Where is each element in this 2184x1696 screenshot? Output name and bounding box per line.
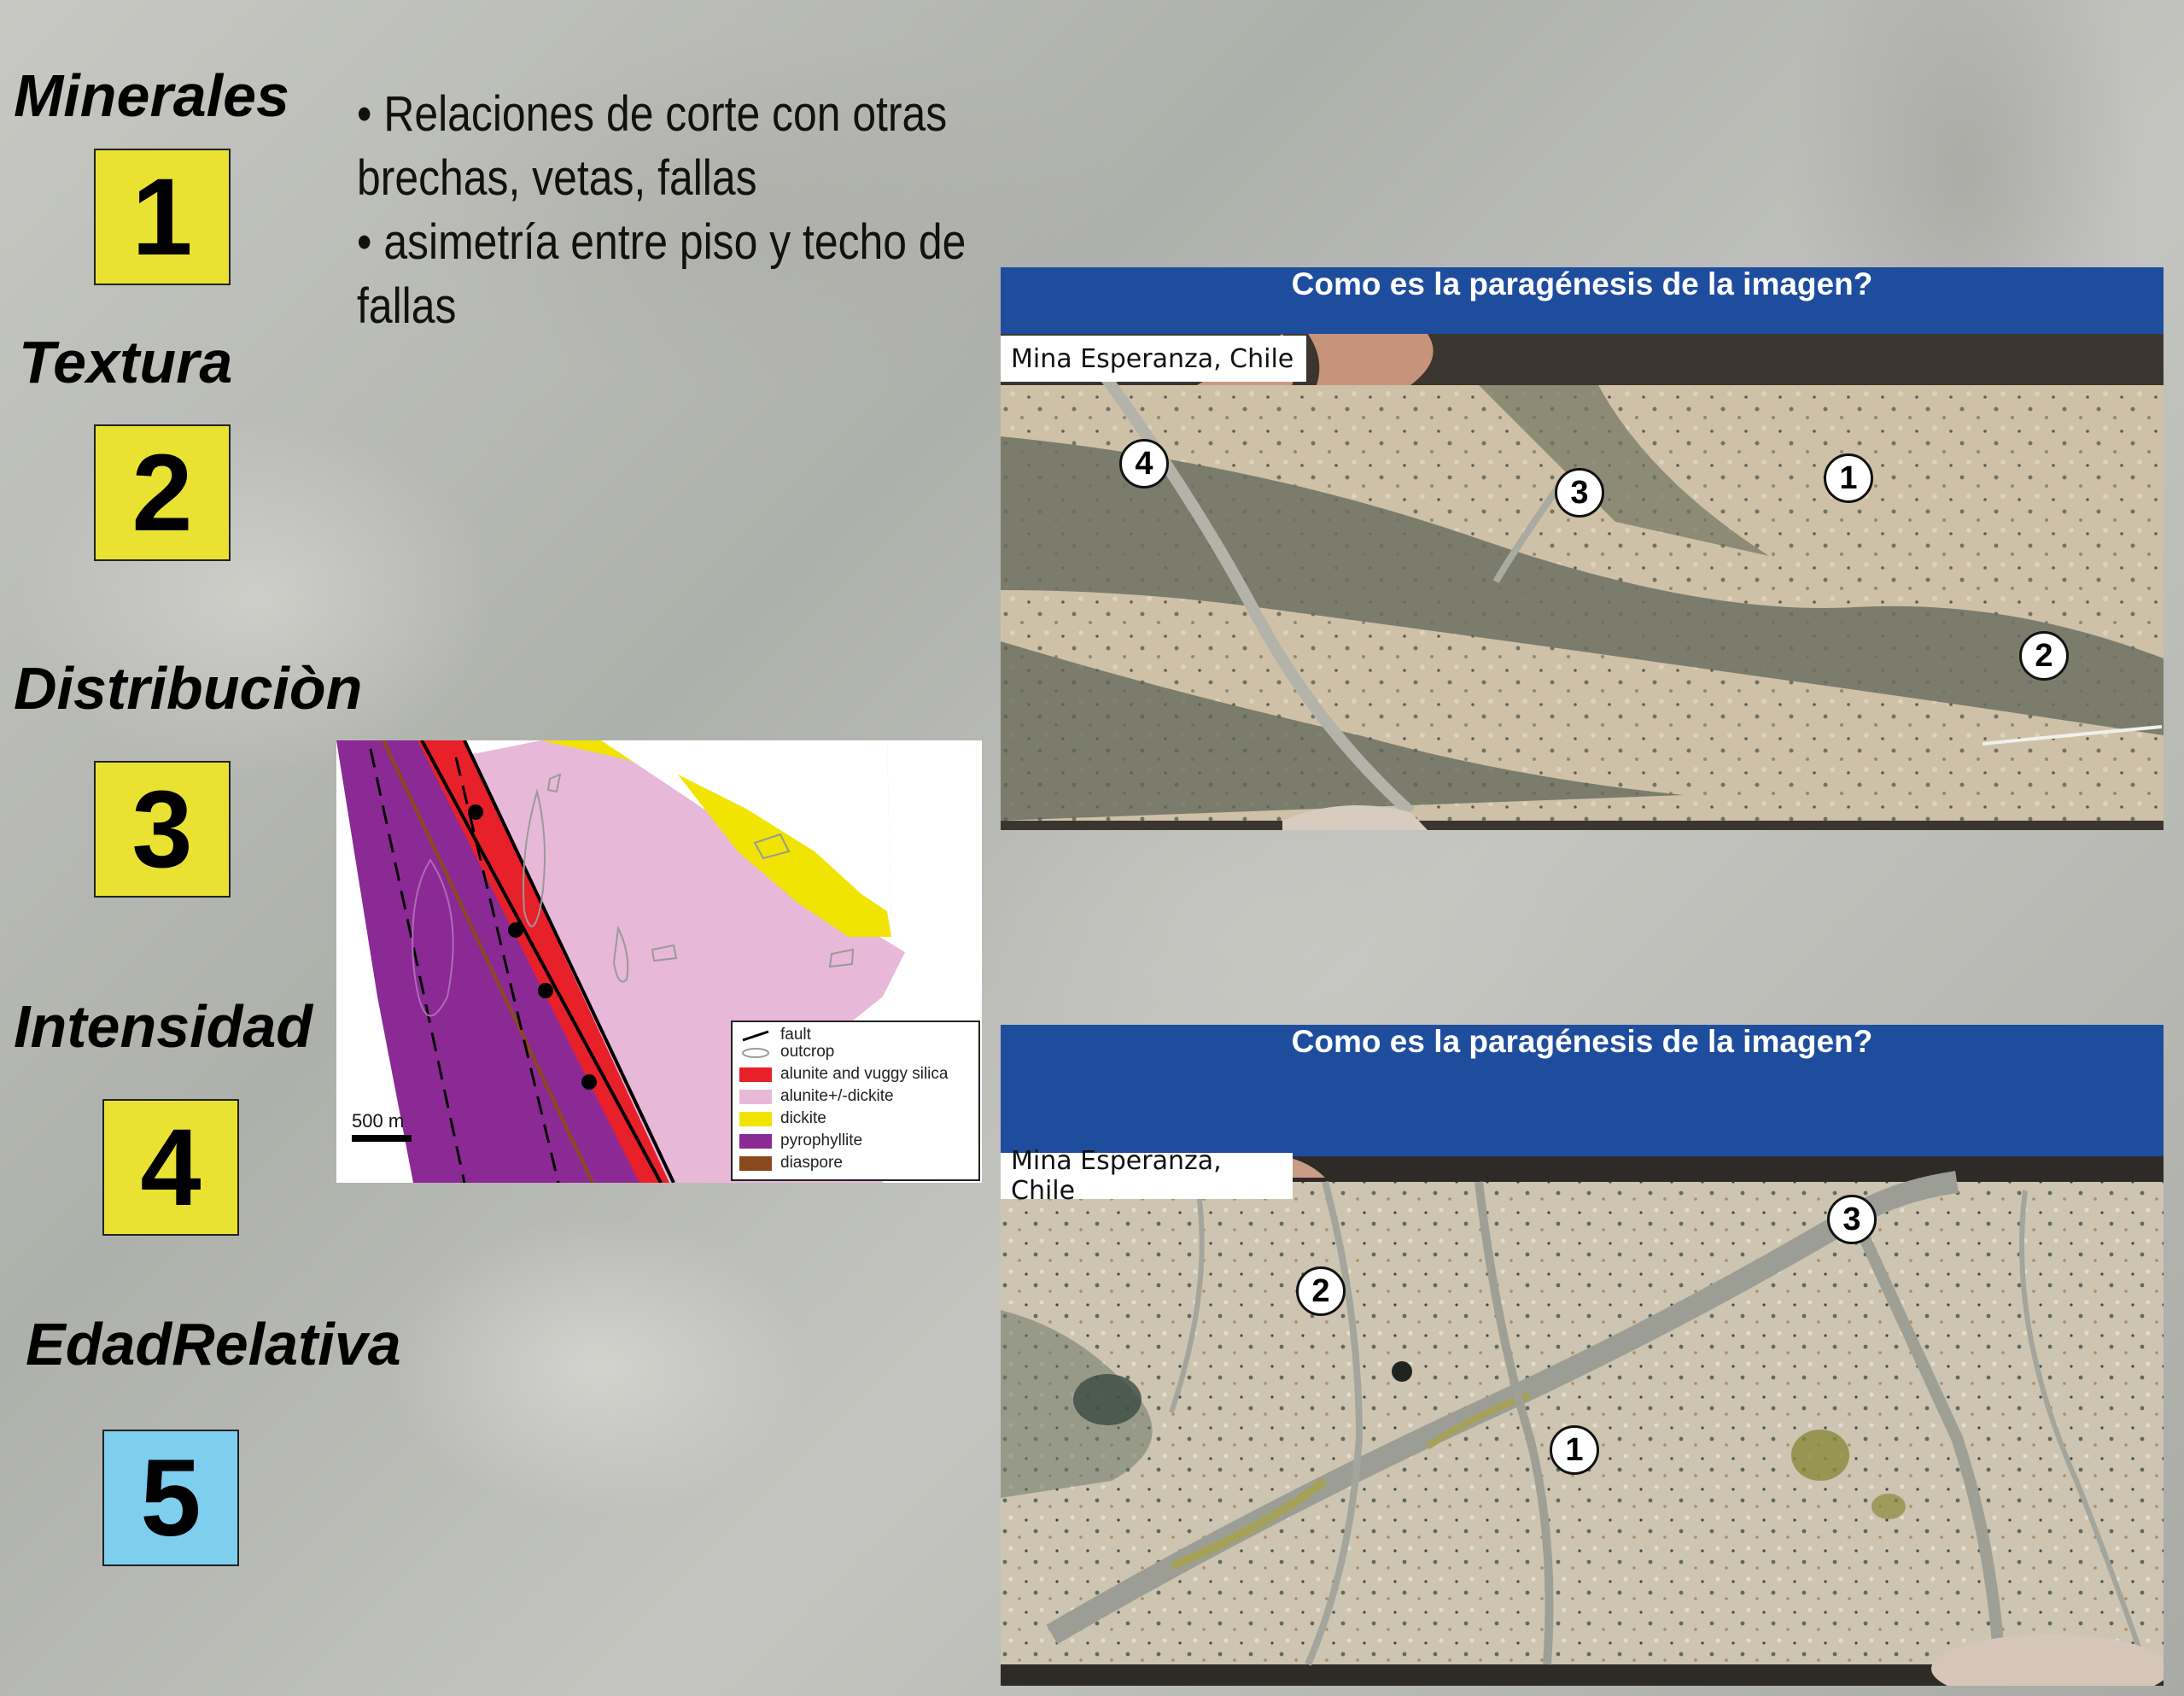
bullet-line-4: fallas xyxy=(357,278,457,334)
bullet-list: • Relaciones de corte con otras brechas,… xyxy=(357,82,966,338)
number-box-3: 3 xyxy=(94,761,231,898)
map-scale-label: 500 m xyxy=(352,1110,405,1132)
label-edad-relativa: EdadRelativa xyxy=(26,1311,401,1377)
map-drawing xyxy=(336,740,905,1184)
legend-alunite-dickite: alunite+/-dickite xyxy=(780,1087,894,1105)
rock-core-photo-1 xyxy=(1001,334,2164,830)
number-box-2: 2 xyxy=(94,424,231,561)
label-distribucion: Distribuciòn xyxy=(14,655,363,722)
label-textura: Textura xyxy=(19,329,233,395)
panel-1-marker-4: 4 xyxy=(1119,439,1169,488)
bullet-line-1: • Relaciones de corte con otras xyxy=(357,86,948,142)
legend-diaspore: diaspore xyxy=(780,1154,843,1172)
bullet-line-2: brechas, vetas, fallas xyxy=(357,150,757,206)
swatch-pyrophyllite xyxy=(739,1133,772,1149)
panel-1-marker-3: 3 xyxy=(1555,468,1604,518)
label-intensidad: Intensidad xyxy=(14,993,313,1060)
panel-1-photo xyxy=(1001,334,2164,830)
panel-1-marker-2: 2 xyxy=(2019,631,2069,681)
alteration-map xyxy=(336,740,982,1184)
map-legend: fault outcrop alunite and vuggy silica a… xyxy=(731,1021,980,1181)
swatch-alunite-dickite xyxy=(739,1089,772,1104)
swatch-alunite-vuggy xyxy=(739,1067,772,1082)
panel-2-header: Como es la paragénesis de la imagen? xyxy=(1001,1025,2164,1156)
swatch-dickite xyxy=(739,1111,772,1126)
legend-alunite-vuggy: alunite and vuggy silica xyxy=(780,1065,949,1083)
swatch-diaspore xyxy=(739,1155,772,1171)
panel-2-marker-2: 2 xyxy=(1296,1266,1346,1316)
panel-2-marker-1: 1 xyxy=(1550,1425,1599,1475)
panel-1-header: Como es la paragénesis de la imagen? xyxy=(1001,267,2164,334)
number-box-5: 5 xyxy=(102,1430,239,1566)
legend-dickite: dickite xyxy=(780,1109,826,1127)
panel-2-caption: Mina Esperanza, Chile xyxy=(1001,1146,1293,1206)
legend-fault: fault xyxy=(780,1026,811,1044)
panel-1-marker-1: 1 xyxy=(1824,453,1873,503)
number-box-1: 1 xyxy=(94,149,231,285)
panel-1-caption: Mina Esperanza, Chile xyxy=(1001,336,1306,382)
panel-2-photo xyxy=(1001,1156,2164,1686)
rock-core-photo-2 xyxy=(1001,1156,2164,1686)
outcrop-icon xyxy=(742,1047,769,1058)
bullet-line-3: • asimetría entre piso y techo de xyxy=(357,214,966,270)
number-box-4: 4 xyxy=(102,1099,239,1236)
fault-icon xyxy=(742,1030,769,1041)
legend-pyrophyllite: pyrophyllite xyxy=(780,1132,863,1149)
panel-2-marker-3: 3 xyxy=(1827,1195,1877,1244)
legend-outcrop: outcrop xyxy=(780,1043,835,1061)
label-minerales: Minerales xyxy=(14,62,289,129)
